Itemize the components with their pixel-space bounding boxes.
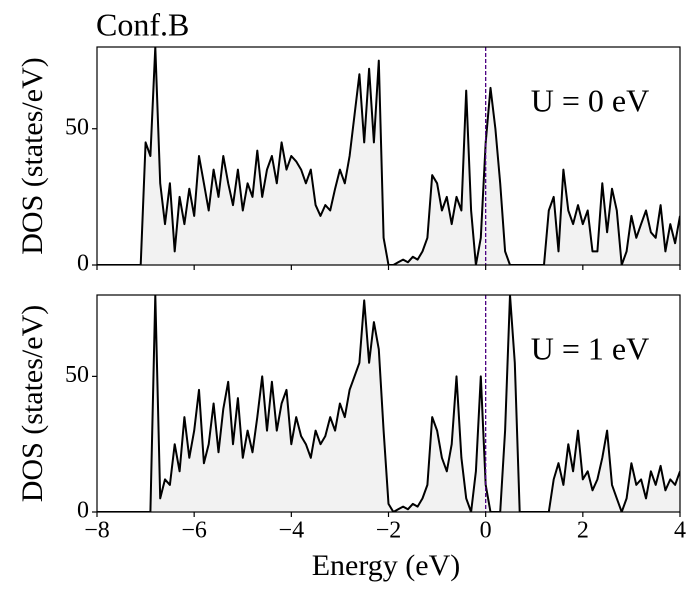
x-tick-label: −4	[279, 518, 305, 544]
line	[97, 47, 680, 265]
x-tick-label: −6	[181, 518, 207, 544]
y-axis-label: DOS (states/eV)	[16, 305, 49, 502]
annotation: U = 0 eV	[531, 82, 649, 118]
area	[97, 295, 680, 512]
x-tick-label: 2	[577, 518, 589, 544]
y-axis-label: DOS (states/eV)	[16, 57, 49, 254]
y-tick-label: 0	[77, 251, 89, 277]
annotation: U = 1 eV	[531, 330, 649, 366]
x-tick-label: −2	[376, 518, 402, 544]
x-axis-label: Energy (eV)	[312, 549, 461, 582]
y-tick-label: 50	[65, 114, 89, 140]
x-tick-label: 4	[674, 518, 686, 544]
x-tick-label: −8	[84, 518, 110, 544]
line	[97, 295, 680, 512]
chart-title: Conf.B	[96, 6, 189, 42]
x-tick-label: 0	[480, 518, 492, 544]
y-tick-label: 0	[77, 498, 89, 524]
y-tick-label: 50	[65, 362, 89, 388]
area	[97, 47, 680, 265]
